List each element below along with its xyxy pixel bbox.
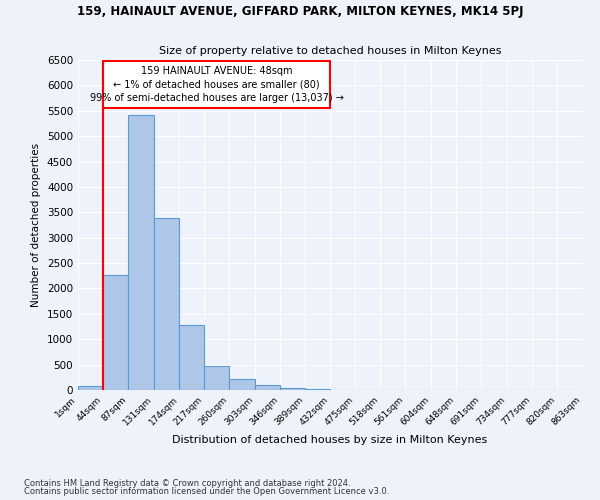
Bar [229,379,254,390]
Text: 159, HAINAULT AVENUE, GIFFARD PARK, MILTON KEYNES, MK14 5PJ: 159, HAINAULT AVENUE, GIFFARD PARK, MILT… [77,5,523,18]
Text: 159 HAINAULT AVENUE: 48sqm
← 1% of detached houses are smaller (80)
99% of semi-: 159 HAINAULT AVENUE: 48sqm ← 1% of detac… [89,66,344,102]
Y-axis label: Number of detached properties: Number of detached properties [31,143,41,307]
Text: Contains HM Land Registry data © Crown copyright and database right 2024.: Contains HM Land Registry data © Crown c… [24,478,350,488]
Bar [103,275,128,390]
Bar [78,386,103,390]
Text: Contains public sector information licensed under the Open Government Licence v3: Contains public sector information licen… [24,487,389,496]
Bar [280,388,305,390]
Bar [179,324,204,390]
Bar [204,366,229,390]
Bar [154,218,179,390]
Bar [128,115,154,390]
Title: Size of property relative to detached houses in Milton Keynes: Size of property relative to detached ho… [159,46,501,56]
Bar [103,61,330,108]
X-axis label: Distribution of detached houses by size in Milton Keynes: Distribution of detached houses by size … [172,436,488,446]
Bar [254,385,280,390]
